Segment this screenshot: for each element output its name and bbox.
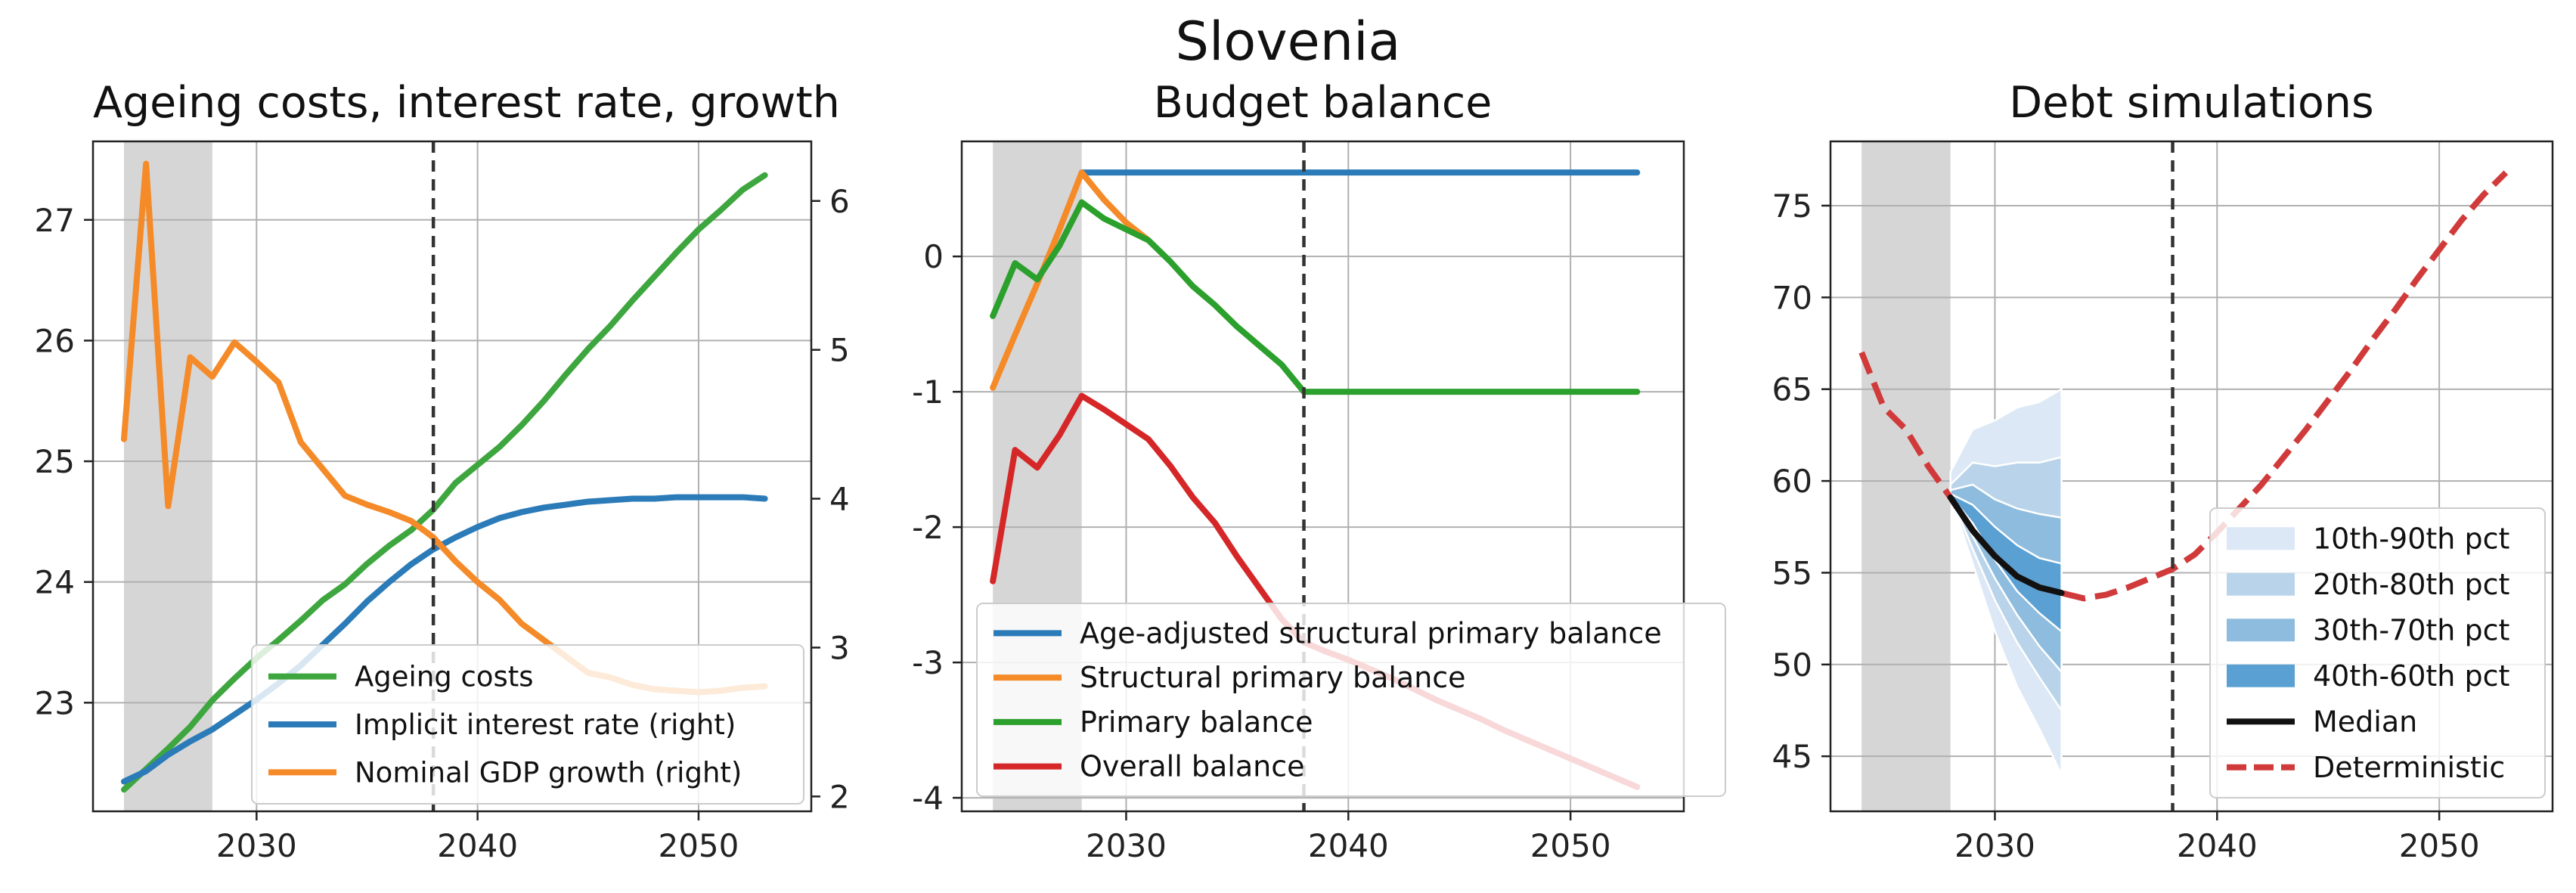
y-tick-label: 75 [1772, 188, 1812, 225]
legend-patch [2227, 572, 2295, 596]
legend-label: Median [2313, 705, 2417, 738]
legend-label: Deterministic [2313, 751, 2505, 784]
figure-title: Slovenia [1175, 11, 1401, 73]
panel-title-3: Debt simulations [2009, 78, 2374, 128]
legend-label: Nominal GDP growth (right) [355, 756, 742, 789]
y-tick-label: 27 [35, 202, 75, 239]
series-line-2 [120, 160, 768, 696]
legend-label: Ageing costs [355, 661, 534, 693]
y-right-tick-label: 3 [829, 629, 850, 666]
y-right-tick-label: 4 [829, 481, 850, 518]
x-tick-label: 2040 [437, 827, 518, 864]
y-tick-label: 55 [1772, 554, 1812, 591]
y-tick-label: -3 [912, 644, 944, 681]
legend-patch [2227, 619, 2295, 642]
series-line-1 [120, 494, 768, 785]
legend-box [976, 603, 1726, 797]
legend-label: Age-adjusted structural primary balance [1080, 616, 1662, 650]
panel-title-2: Budget balance [1153, 78, 1493, 128]
x-tick-label: 2050 [2399, 827, 2480, 864]
axes-frame [91, 140, 813, 813]
median-line [1947, 494, 2065, 597]
series-line-1 [990, 169, 1152, 391]
y-right-tick-label: 6 [829, 183, 850, 220]
x-tick-label: 2040 [2177, 827, 2258, 864]
panel-debt-simulations: 2030 2040 2050 45 50 55 60 65 70 75 10th-90th pct 2… [1772, 140, 2554, 864]
axes-frame [1829, 140, 2554, 813]
legend-label: Structural primary balance [1080, 661, 1466, 694]
x-tick-label: 2050 [1530, 827, 1611, 864]
series-line-2 [990, 199, 1641, 395]
x-tick-label: 2030 [1086, 827, 1167, 864]
y-tick-label: -1 [912, 374, 944, 411]
y-tick-label: 24 [35, 564, 75, 601]
y-tick-label: 25 [35, 443, 75, 480]
x-tick-label: 2040 [1308, 827, 1389, 864]
y-right-tick-label: 2 [829, 778, 850, 815]
y-tick-label: 45 [1772, 738, 1812, 775]
legend-label: 40th-60th pct [2313, 659, 2509, 693]
x-tick-label: 2030 [216, 827, 297, 864]
y-tick-label: 0 [923, 238, 944, 275]
legend-label: Overall balance [1080, 750, 1305, 783]
series-line-0 [120, 172, 768, 793]
y-tick-label: 65 [1772, 371, 1812, 408]
axes-frame [960, 140, 1685, 813]
legend-box [251, 644, 804, 805]
y-tick-label: 23 [35, 684, 75, 721]
y-tick-label: 50 [1772, 646, 1812, 684]
y-tick-label: -2 [912, 509, 944, 546]
y-tick-label: 60 [1772, 463, 1812, 500]
legend-label: 10th-90th pct [2313, 522, 2509, 555]
x-tick-label: 2030 [1954, 827, 2035, 864]
legend-label: Primary balance [1080, 705, 1313, 739]
legend-patch [2227, 527, 2295, 550]
y-tick-label: 26 [35, 322, 75, 359]
y-tick-label: 70 [1772, 279, 1812, 316]
legend-patch [2227, 664, 2295, 687]
x-tick-label: 2050 [658, 827, 739, 864]
panel-budget-balance: 2030 2040 2050 0 -1 -2 -3 -4 Age-adjusted struct… [912, 140, 1726, 864]
legend-label: Implicit interest rate (right) [355, 709, 736, 741]
legend-label: 30th-70th pct [2313, 613, 2509, 646]
panel-title-1: Ageing costs, interest rate, growth [93, 78, 840, 128]
y-tick-label: -4 [912, 780, 944, 817]
y-right-tick-label: 5 [829, 332, 850, 369]
legend-label: 20th-80th pct [2313, 568, 2509, 601]
